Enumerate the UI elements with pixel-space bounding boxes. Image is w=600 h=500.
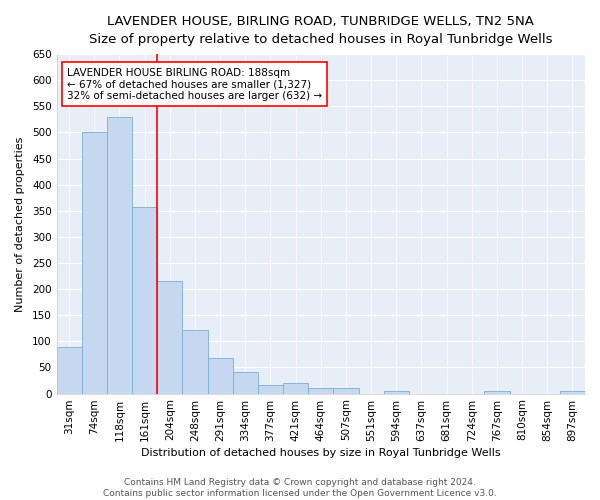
Bar [484, 391, 509, 394]
Y-axis label: Number of detached properties: Number of detached properties [15, 136, 25, 312]
Bar [334, 388, 359, 394]
Bar [182, 330, 208, 394]
Text: LAVENDER HOUSE BIRLING ROAD: 188sqm
← 67% of detached houses are smaller (1,327): LAVENDER HOUSE BIRLING ROAD: 188sqm ← 67… [67, 68, 322, 101]
Bar [82, 132, 107, 394]
Bar [258, 384, 283, 394]
Bar [308, 388, 334, 394]
Bar [132, 206, 157, 394]
Bar [233, 372, 258, 394]
Bar [107, 117, 132, 394]
Title: LAVENDER HOUSE, BIRLING ROAD, TUNBRIDGE WELLS, TN2 5NA
Size of property relative: LAVENDER HOUSE, BIRLING ROAD, TUNBRIDGE … [89, 15, 553, 46]
Bar [208, 358, 233, 394]
Bar [157, 282, 182, 394]
X-axis label: Distribution of detached houses by size in Royal Tunbridge Wells: Distribution of detached houses by size … [141, 448, 500, 458]
Bar [560, 391, 585, 394]
Bar [56, 346, 82, 394]
Bar [283, 383, 308, 394]
Text: Contains HM Land Registry data © Crown copyright and database right 2024.
Contai: Contains HM Land Registry data © Crown c… [103, 478, 497, 498]
Bar [383, 391, 409, 394]
